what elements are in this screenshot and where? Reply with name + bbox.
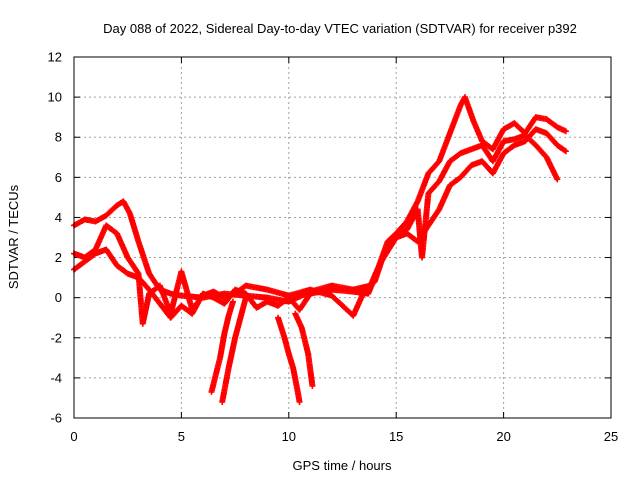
x-tick-label: 0	[70, 429, 77, 444]
data-point	[562, 148, 569, 155]
y-axis-label: SDTVAR / TECUs	[6, 184, 21, 289]
y-tick-label: 6	[55, 170, 62, 185]
series-drop-2	[219, 294, 249, 405]
x-tick-label: 25	[604, 429, 618, 444]
x-tick-label: 15	[389, 429, 403, 444]
y-tick-label: 12	[48, 50, 62, 65]
data-point	[309, 382, 316, 389]
series-track-a	[71, 94, 569, 305]
y-tick-label: 0	[55, 290, 62, 305]
y-tick-label: 10	[48, 90, 62, 105]
series-drop-4	[292, 310, 316, 389]
series-drop-1	[208, 298, 236, 395]
x-tick-label: 10	[282, 429, 296, 444]
y-tick-label: -6	[50, 411, 62, 426]
y-tick-label: -4	[50, 370, 62, 385]
y-tick-label: -2	[50, 330, 62, 345]
x-axis-label: GPS time / hours	[293, 458, 392, 473]
x-tick-label: 20	[496, 429, 510, 444]
data-point	[562, 128, 569, 135]
y-tick-label: 4	[55, 210, 62, 225]
chart-title: Day 088 of 2022, Sidereal Day-to-day VTE…	[103, 21, 577, 36]
x-tick-label: 5	[178, 429, 185, 444]
plot-frame	[73, 56, 612, 419]
data-point	[554, 176, 561, 183]
data-point	[229, 298, 236, 305]
data-series	[71, 94, 569, 405]
data-point	[242, 294, 249, 301]
y-tick-label: 2	[55, 250, 62, 265]
grid	[74, 57, 611, 418]
series-drop-3	[275, 314, 303, 405]
series-track-c	[71, 126, 569, 321]
y-axis-ticks: -6 -4 -2 0 2 4 6 8 10 12	[48, 50, 611, 426]
y-tick-label: 8	[55, 130, 62, 145]
data-point	[296, 398, 303, 405]
